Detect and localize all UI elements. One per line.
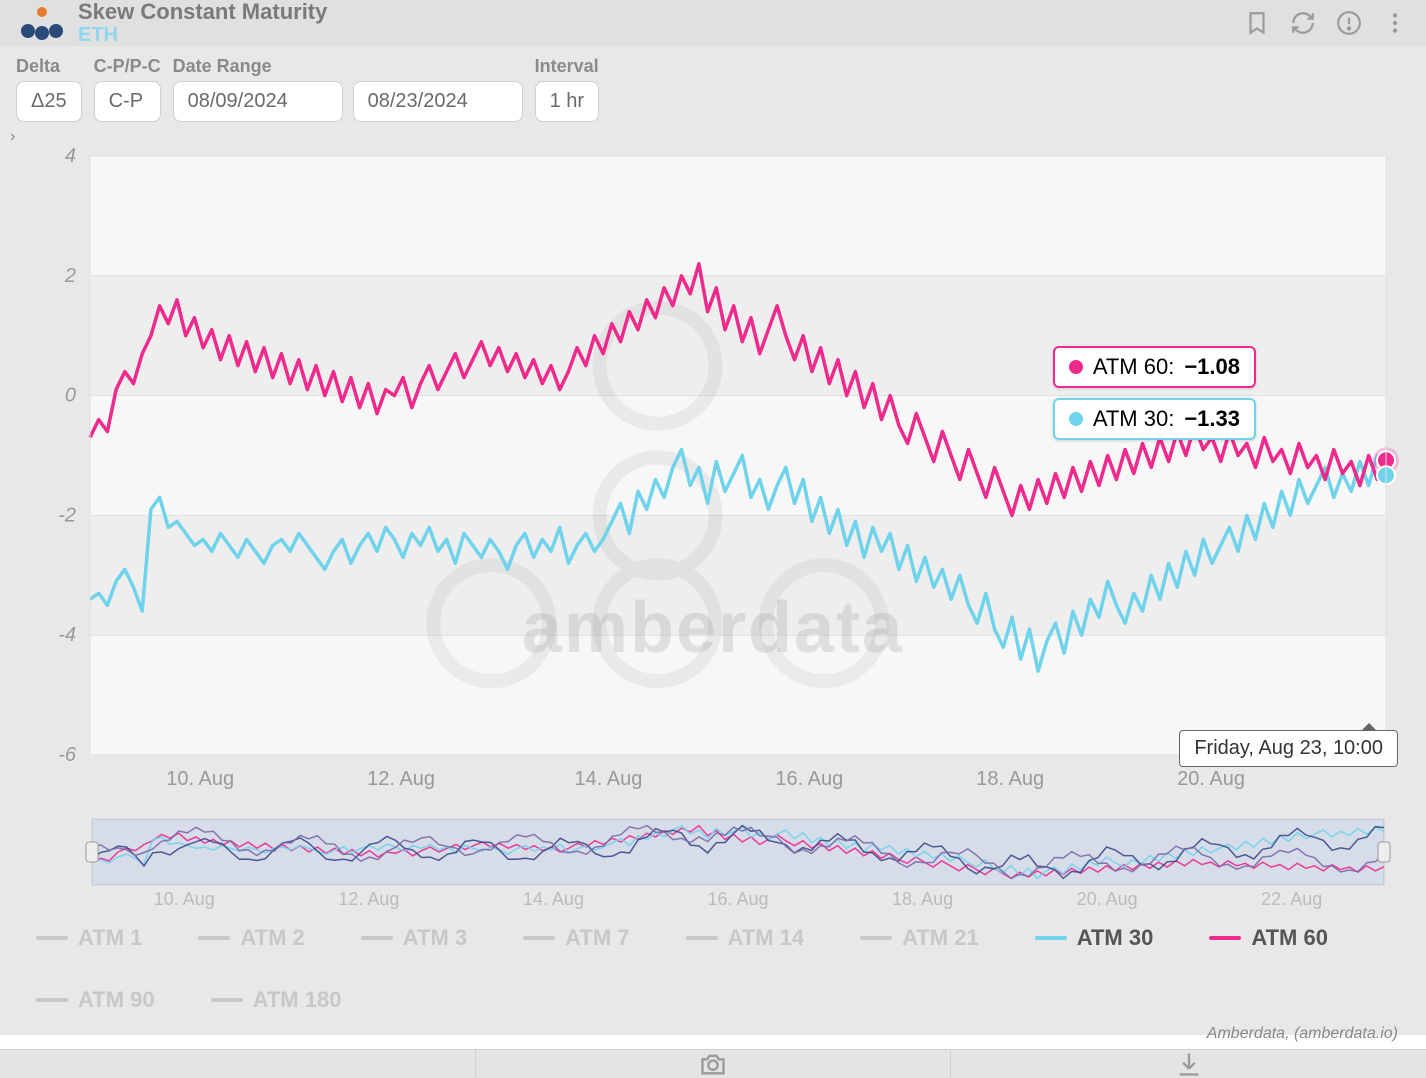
svg-text:20. Aug: 20. Aug: [1177, 768, 1245, 790]
svg-text:10. Aug: 10. Aug: [166, 768, 234, 790]
panel-header: Skew Constant Maturity ETH: [0, 0, 1426, 46]
legend-item[interactable]: ATM 21: [860, 925, 979, 951]
bookmark-icon[interactable]: [1244, 10, 1270, 36]
main-chart-svg: -6 -4 -2 0 2 4 10. Aug 12. Aug 14. Aug 16. Aug 18.…: [20, 146, 1406, 815]
tooltip-box: ATM 30: −1.33: [1053, 398, 1256, 440]
svg-text:14. Aug: 14. Aug: [523, 889, 584, 909]
navigator-svg: 10. Aug 12. Aug 14. Aug 16. Aug 18. Aug 20. A…: [22, 815, 1404, 911]
legend-item[interactable]: ATM 7: [523, 925, 629, 951]
controls-bar: Delta Δ25 C-P/P-C C-P Date Range 08/09/2…: [0, 46, 1426, 128]
tooltip-group: ATM 60: −1.08 ATM 30: −1.33: [1053, 346, 1256, 440]
chart-panel: Skew Constant Maturity ETH Delta Δ25 C-P…: [0, 0, 1426, 1035]
legend-item[interactable]: ATM 180: [211, 987, 342, 1013]
svg-text:14. Aug: 14. Aug: [574, 768, 642, 790]
collapse-toggle[interactable]: ›: [0, 128, 1426, 146]
date-from-input[interactable]: 08/09/2024: [173, 81, 343, 122]
download-icon: [1175, 1050, 1203, 1078]
svg-text:22. Aug: 22. Aug: [1261, 889, 1322, 909]
legend-item[interactable]: ATM 14: [686, 925, 805, 951]
cp-label: C-P/P-C: [94, 56, 161, 77]
refresh-icon[interactable]: [1290, 10, 1316, 36]
svg-text:16. Aug: 16. Aug: [707, 889, 768, 909]
footer-cell-1[interactable]: [0, 1050, 476, 1078]
legend-item[interactable]: ATM 1: [36, 925, 142, 951]
svg-text:-6: -6: [58, 744, 77, 766]
svg-text:16. Aug: 16. Aug: [775, 768, 843, 790]
svg-text:2: 2: [64, 265, 76, 287]
legend: ATM 1 ATM 2 ATM 3 ATM 7 ATM 14 ATM 21 ATM 30 AT…: [0, 911, 1426, 1019]
legend-item[interactable]: ATM 90: [36, 987, 155, 1013]
tooltip-time: Friday, Aug 23, 10:00: [1179, 730, 1398, 767]
delta-label: Delta: [16, 56, 82, 77]
svg-text:18. Aug: 18. Aug: [976, 768, 1044, 790]
footer-bar: [0, 1049, 1426, 1078]
footer-cell-download[interactable]: [951, 1050, 1426, 1078]
delta-select[interactable]: Δ25: [16, 81, 82, 122]
svg-text:10. Aug: 10. Aug: [154, 889, 215, 909]
svg-text:0: 0: [65, 385, 76, 407]
info-icon[interactable]: [1336, 10, 1362, 36]
panel-title: Skew Constant Maturity: [78, 0, 1244, 24]
interval-label: Interval: [535, 56, 599, 77]
tooltip-box: ATM 60: −1.08: [1053, 346, 1256, 388]
more-icon[interactable]: [1382, 10, 1408, 36]
navigator[interactable]: 10. Aug 12. Aug 14. Aug 16. Aug 18. Aug 20. A…: [22, 815, 1404, 911]
camera-icon: [699, 1050, 727, 1078]
chart-area[interactable]: -6 -4 -2 0 2 4 10. Aug 12. Aug 14. Aug 16. Aug 18.…: [0, 146, 1426, 815]
svg-text:4: 4: [65, 146, 76, 167]
footer-cell-camera[interactable]: [476, 1050, 952, 1078]
cp-select[interactable]: C-P: [94, 81, 161, 122]
daterange-label: Date Range: [173, 56, 523, 77]
svg-text:-2: -2: [58, 505, 76, 527]
amberdata-logo: [18, 3, 66, 43]
svg-text:12. Aug: 12. Aug: [338, 889, 399, 909]
credits-text: Amberdata, (amberdata.io): [0, 1019, 1426, 1049]
svg-text:18. Aug: 18. Aug: [892, 889, 953, 909]
legend-item[interactable]: ATM 60: [1209, 925, 1328, 951]
date-to-input[interactable]: 08/23/2024: [353, 81, 523, 122]
panel-subtitle: ETH: [78, 24, 1244, 46]
svg-text:20. Aug: 20. Aug: [1077, 889, 1138, 909]
svg-text:12. Aug: 12. Aug: [367, 768, 435, 790]
legend-item[interactable]: ATM 30: [1035, 925, 1154, 951]
legend-item[interactable]: ATM 2: [198, 925, 304, 951]
legend-item[interactable]: ATM 3: [361, 925, 467, 951]
interval-select[interactable]: 1 hr: [535, 81, 599, 122]
svg-text:-4: -4: [58, 624, 76, 646]
